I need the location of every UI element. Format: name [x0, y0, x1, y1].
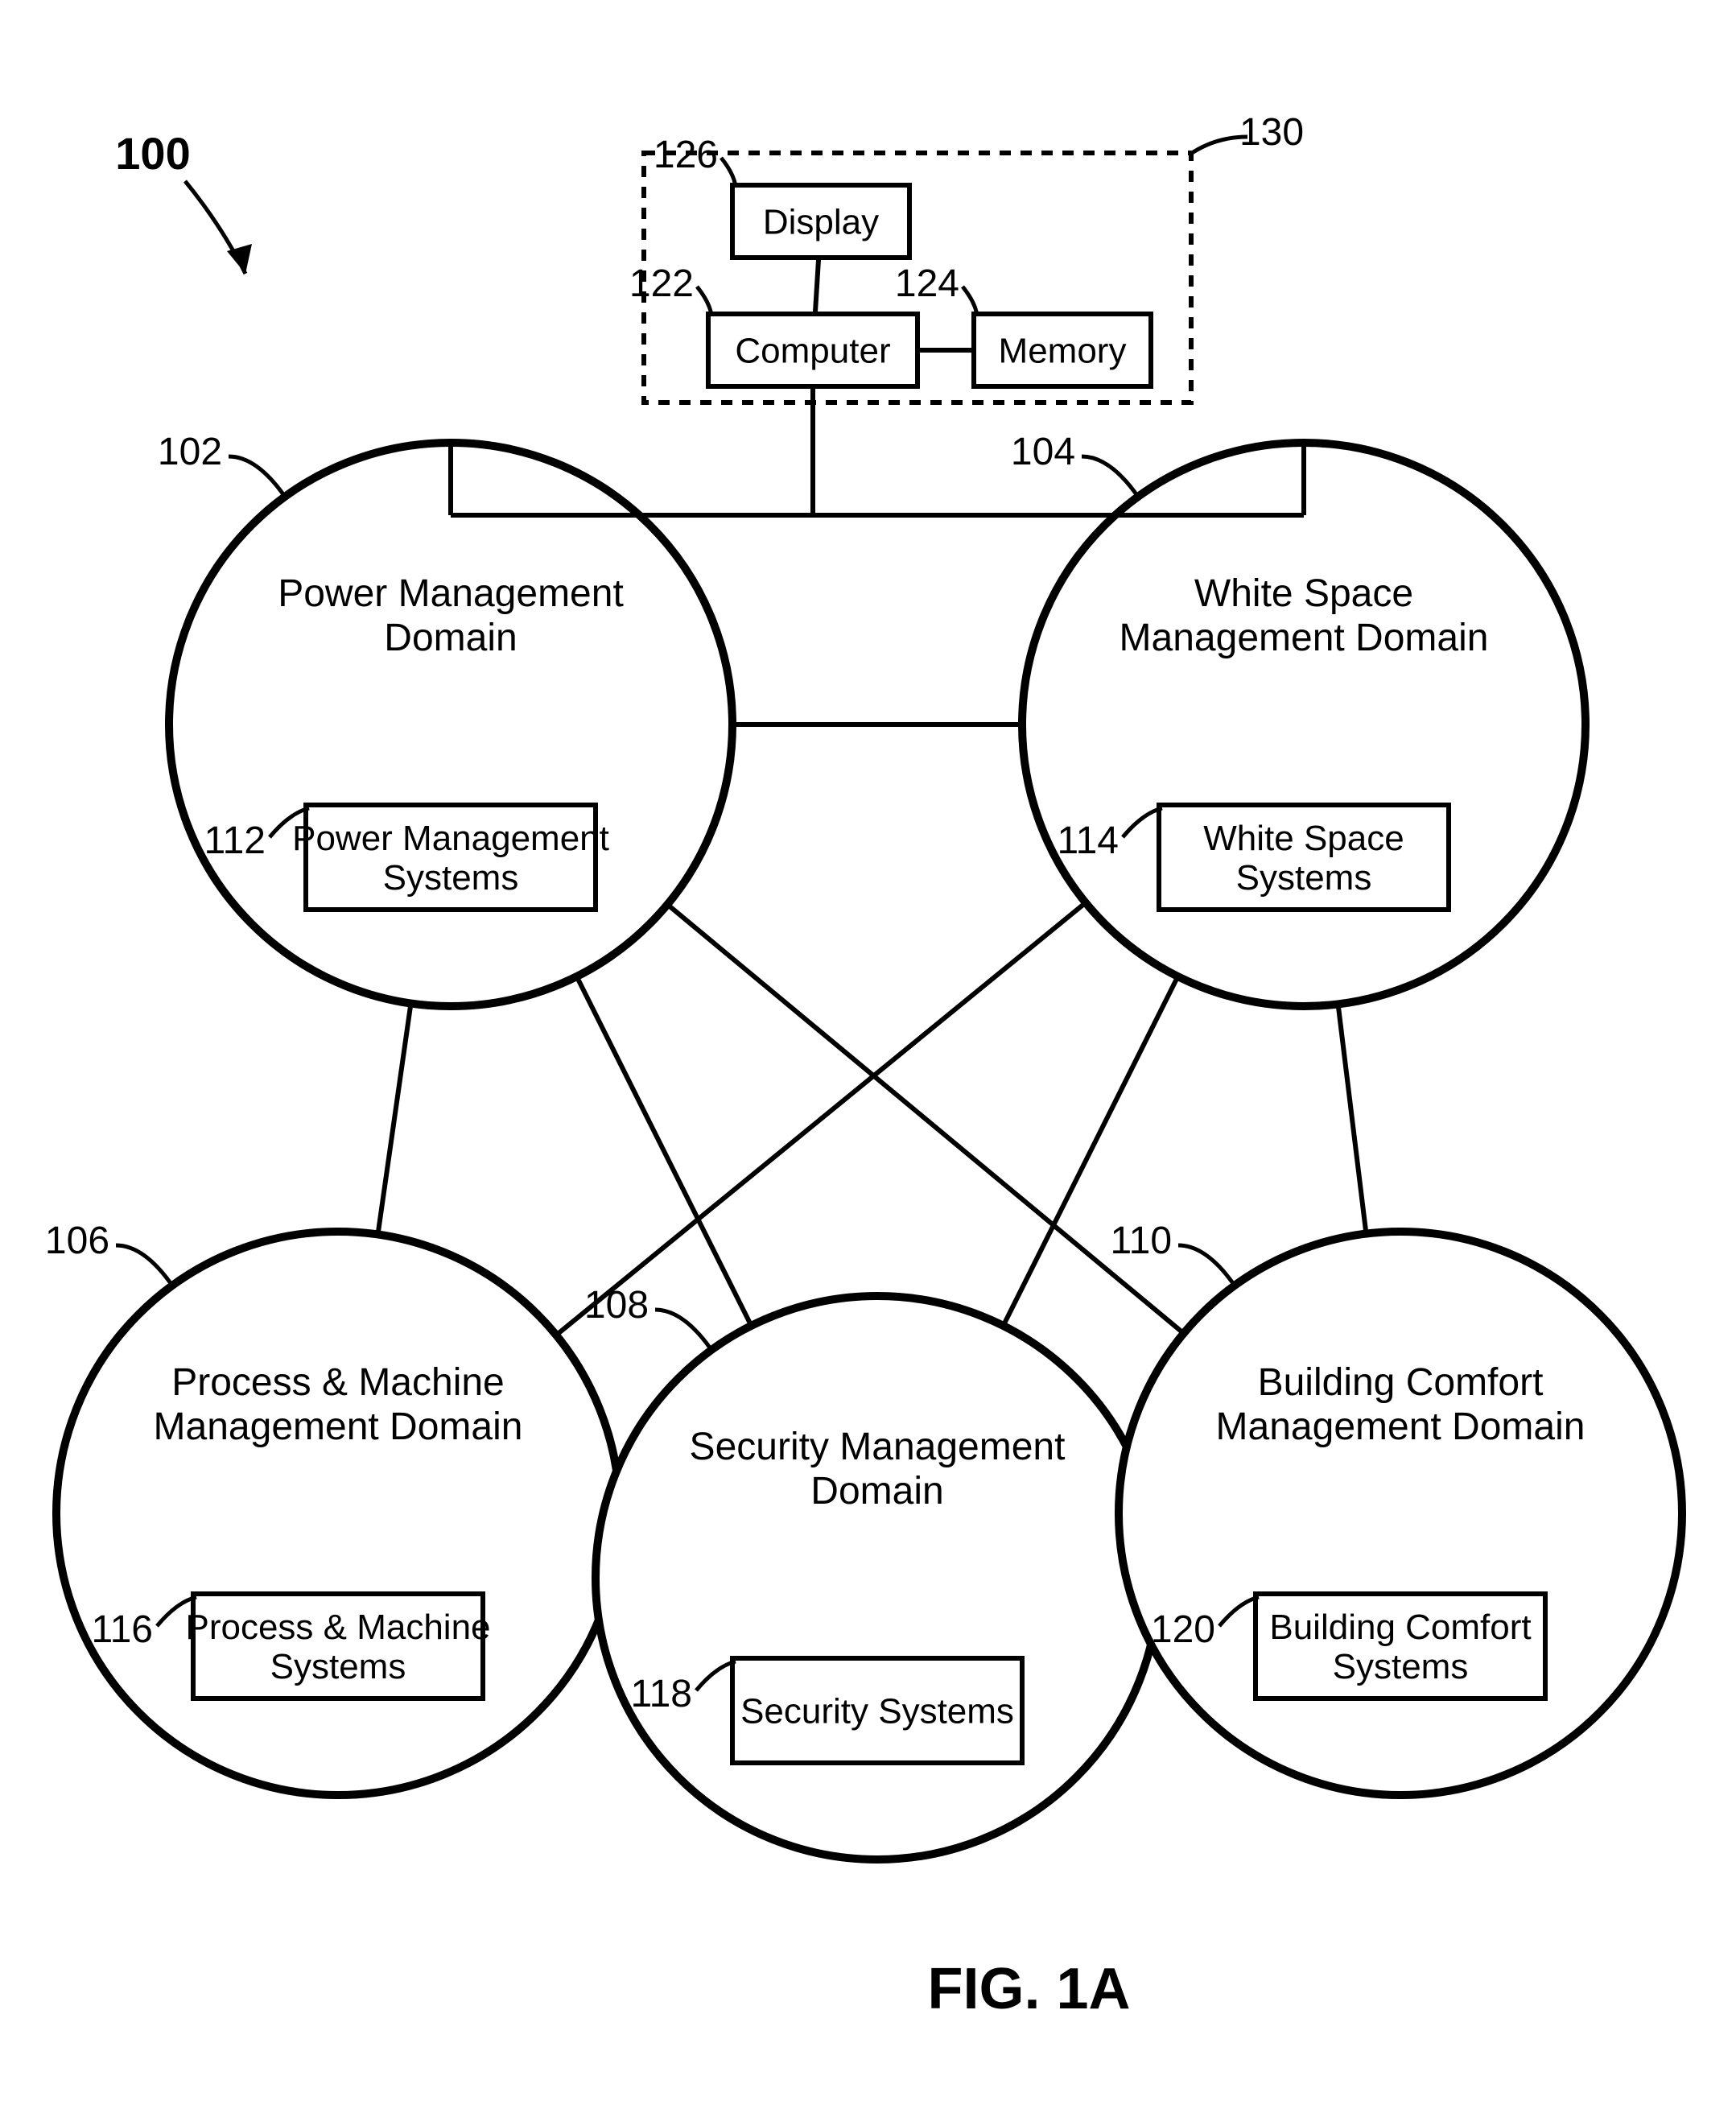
svg-text:Building Comfort: Building Comfort — [1258, 1361, 1544, 1404]
svg-text:106: 106 — [45, 1220, 109, 1262]
svg-text:Building Comfort: Building Comfort — [1269, 1608, 1531, 1647]
svg-text:112: 112 — [204, 819, 266, 862]
svg-text:Process & Machine: Process & Machine — [185, 1608, 490, 1647]
svg-text:White Space: White Space — [1203, 819, 1404, 858]
edge-power-security — [577, 976, 752, 1326]
svg-text:Security Systems: Security Systems — [740, 1691, 1014, 1731]
svg-text:124: 124 — [895, 262, 959, 305]
svg-text:118: 118 — [630, 1673, 692, 1715]
svg-text:Management Domain: Management Domain — [1120, 617, 1489, 659]
svg-text:Systems: Systems — [1236, 858, 1372, 898]
node-security: Security ManagementDomain Security System… — [584, 1284, 1159, 1859]
svg-text:Power Management: Power Management — [278, 572, 624, 615]
edge-power-process — [377, 1003, 410, 1234]
edge-white-comfort — [1338, 1004, 1367, 1233]
svg-text:Systems: Systems — [270, 1647, 406, 1686]
svg-text:Management Domain: Management Domain — [1216, 1405, 1585, 1448]
svg-text:Process & Machine: Process & Machine — [171, 1361, 505, 1404]
svg-text:Systems: Systems — [1333, 1647, 1469, 1686]
svg-text:130: 130 — [1239, 111, 1304, 154]
diagram-svg: 100Power ManagementDomainPower Managemen… — [0, 0, 1736, 2105]
nodes-group: Power ManagementDomainPower ManagementSy… — [45, 431, 1682, 1859]
node-comfort: Building ComfortManagement DomainBuildin… — [1110, 1220, 1682, 1795]
svg-text:Security Management: Security Management — [690, 1426, 1066, 1468]
svg-text:Power Management: Power Management — [292, 819, 609, 858]
edge-white-security — [1004, 976, 1178, 1326]
svg-text:Management Domain: Management Domain — [154, 1405, 523, 1448]
svg-text:Display: Display — [763, 202, 879, 241]
svg-text:108: 108 — [584, 1284, 649, 1327]
svg-text:114: 114 — [1057, 819, 1119, 862]
svg-text:126: 126 — [654, 134, 718, 176]
svg-text:122: 122 — [629, 262, 694, 305]
svg-text:Systems: Systems — [383, 858, 519, 898]
computer-group: 130 Display 126 Computer 122 Memory 124 — [451, 111, 1304, 515]
svg-text:Domain: Domain — [810, 1470, 943, 1513]
svg-text:100: 100 — [115, 128, 190, 179]
svg-text:104: 104 — [1011, 431, 1075, 473]
svg-text:110: 110 — [1110, 1220, 1172, 1262]
svg-text:White Space: White Space — [1194, 572, 1413, 615]
svg-text:102: 102 — [158, 431, 222, 473]
svg-text:Domain: Domain — [384, 617, 517, 659]
svg-text:120: 120 — [1151, 1608, 1215, 1651]
node-process: Process & MachineManagement DomainProces… — [45, 1220, 620, 1795]
svg-text:116: 116 — [91, 1608, 153, 1651]
svg-text:Memory: Memory — [999, 331, 1127, 370]
svg-text:Computer: Computer — [735, 331, 890, 370]
svg-text:FIG. 1A: FIG. 1A — [927, 1957, 1130, 2021]
